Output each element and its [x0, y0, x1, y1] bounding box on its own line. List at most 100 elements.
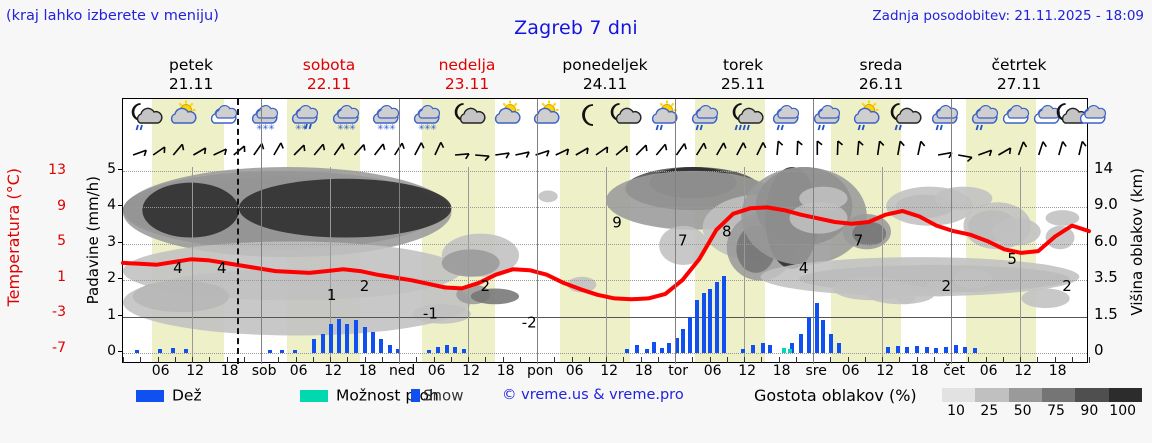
- weather-icon-cloud: [1029, 100, 1063, 134]
- wind-barb-feather: [837, 140, 844, 146]
- x-minor-tick: [226, 357, 228, 363]
- wind-barb-shaft: [978, 149, 992, 156]
- wind-barb-feather: [280, 142, 284, 149]
- location-note: (kraj lahko izberete v meniju): [6, 8, 219, 24]
- x-minor-tick: [278, 357, 280, 363]
- x-minor-tick: [1020, 357, 1021, 363]
- precip-bar: [973, 347, 978, 353]
- wind-barb-shaft: [233, 145, 245, 156]
- x-minor-tick: [502, 357, 504, 363]
- wind-barb-shaft: [876, 141, 881, 156]
- x-tick-12-9: 12: [462, 363, 481, 379]
- cloud-density-scale-ticks: 10 25 50 75 90 100: [942, 403, 1152, 421]
- temperature-axis-title: Temperatura (°C): [4, 168, 23, 307]
- wind-barb-feather: [401, 142, 405, 150]
- legend-item-snow: Snow: [411, 386, 463, 405]
- precip-bar: [924, 346, 929, 353]
- x-minor-tick: [1089, 357, 1090, 363]
- temp-tick--7: -7: [52, 340, 66, 356]
- last-updated-label: Zadnja posodobitev: 21.11.2025 - 18:09: [872, 8, 1144, 24]
- precip-bar: [267, 349, 272, 353]
- page-title: Zagreb 7 dni: [514, 17, 638, 39]
- weather-icon-sun-cloud-rain: [849, 100, 883, 134]
- wind-barb-feather: [816, 140, 823, 146]
- wind-barb-shaft: [313, 143, 324, 156]
- svg-text:✳: ✳: [430, 123, 437, 132]
- x-minor-tick: [157, 357, 159, 363]
- weather-icon-sun-cloud-rain: [647, 100, 681, 134]
- weather-icon-cloud-rain: [809, 100, 843, 134]
- plot-gridlines: [123, 167, 1090, 363]
- precip-bar: [750, 345, 755, 353]
- weather-icon-night-cloud: [450, 100, 486, 134]
- cloud-blob: [852, 221, 887, 246]
- cloud-density-field: [123, 167, 1087, 363]
- wind-barb-feather: [143, 149, 147, 157]
- showers-bar: [781, 348, 786, 353]
- precip-bar: [821, 320, 826, 353]
- x-tick-18-26: 18: [1048, 363, 1067, 379]
- x-tick-06-8: 06: [427, 363, 446, 379]
- wind-barb-feather: [341, 143, 345, 150]
- weather-icon-night-cloud: [606, 100, 642, 134]
- cloud-blob: [412, 304, 471, 324]
- wind-barb-feather: [920, 140, 926, 147]
- precip-bar: [963, 346, 968, 353]
- day-header-row: petek 21.11 sobota 22.11 nedelja 23.11 ponedel…: [122, 56, 1088, 96]
- wind-barb-shaft: [495, 152, 510, 156]
- wind-barb-shaft: [475, 154, 490, 158]
- temp-annotation: 2: [360, 277, 370, 295]
- cloud-density-legend-title: Gostota oblakov (%): [754, 386, 917, 405]
- precip-tick-1: 1: [107, 306, 116, 323]
- svg-text:✳: ✳: [301, 123, 308, 132]
- credit-link[interactable]: © vreme.us & vreme.pro: [502, 387, 684, 403]
- precip-bar: [625, 348, 630, 353]
- x-minor-tick: [588, 357, 590, 363]
- weather-icon-cloud-snow: ✳ ✳ ✳: [247, 100, 281, 134]
- legend: Dež Možnost ploh Snow © vreme.us & vreme…: [122, 386, 1152, 426]
- day-header-torek: torek 25.11: [674, 56, 812, 94]
- x-tick-pon-11: pon: [526, 363, 554, 379]
- cloud-blob: [123, 268, 471, 336]
- wind-barb-shaft: [937, 151, 952, 156]
- wind-barb-shaft: [132, 149, 147, 156]
- precip-tick-5: 5: [107, 161, 116, 177]
- wind-barb-feather: [988, 149, 993, 157]
- gridline-h-5: [123, 353, 1087, 354]
- temp-annotation: -2: [522, 314, 537, 332]
- x-tick-12-25: 12: [1014, 363, 1033, 379]
- wind-barb-feather: [966, 156, 973, 163]
- precip-bar: [362, 327, 367, 353]
- precip-bar: [387, 345, 392, 353]
- day-name: nedelja: [438, 56, 496, 74]
- x-minor-tick: [468, 357, 469, 363]
- wind-barb-feather: [525, 151, 530, 158]
- wind-barb-feather: [1008, 147, 1012, 155]
- precip-tick-mark: [118, 169, 123, 170]
- x-minor-tick: [847, 357, 849, 363]
- wind-barb-feather: [440, 141, 445, 149]
- day-header-ponedeljek: ponedeljek 24.11: [536, 56, 674, 94]
- wind-barb-feather: [1042, 141, 1047, 148]
- weather-icon-night-cloud-rain: [886, 100, 922, 134]
- cloud-density-tick-75: 75: [1047, 403, 1065, 419]
- day-date: 26.11: [858, 75, 904, 93]
- meteogram-plot[interactable]: 4 4 1 2 -1 2 -2 9 7 8 4 7 2 5 2 ✳ ✳ ✳ ✳ ✳ ✳ ✳ ✳ ✳ ✳ ✳ ✳ ✳ ✳: [121, 98, 1106, 364]
- x-minor-tick: [140, 357, 142, 363]
- wind-barb-feather: [586, 147, 589, 155]
- precip-bar: [814, 303, 819, 353]
- x-minor-tick: [295, 357, 297, 363]
- temp-annotation: 7: [854, 232, 864, 250]
- cloud-blob: [1021, 288, 1070, 309]
- x-minor-tick: [330, 357, 331, 363]
- temp-tick-13: 13: [48, 162, 66, 178]
- precip-bar: [715, 282, 720, 353]
- day-date: 27.11: [996, 75, 1042, 93]
- x-tick-tor-15: tor: [668, 363, 689, 379]
- cloud-blob: [659, 225, 708, 265]
- svg-text:✳: ✳: [383, 123, 390, 132]
- cloud-density-swatch-1: [975, 388, 1009, 402]
- x-minor-tick: [916, 357, 918, 363]
- precip-bar: [708, 289, 713, 353]
- precip-bar: [345, 323, 350, 353]
